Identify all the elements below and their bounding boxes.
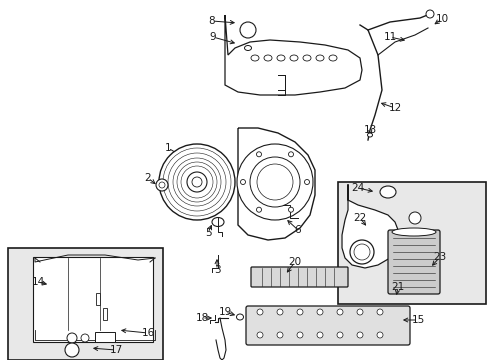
Text: 19: 19 <box>218 307 231 317</box>
Circle shape <box>67 333 77 343</box>
PathPatch shape <box>224 15 361 95</box>
Ellipse shape <box>244 45 251 50</box>
Circle shape <box>336 332 342 338</box>
Text: 5: 5 <box>204 228 211 238</box>
Text: 17: 17 <box>109 345 122 355</box>
Bar <box>337 182 485 304</box>
Ellipse shape <box>236 314 243 320</box>
Circle shape <box>288 207 293 212</box>
Circle shape <box>256 207 261 212</box>
Text: 9: 9 <box>209 32 216 42</box>
Text: 11: 11 <box>383 32 396 42</box>
Text: 16: 16 <box>141 328 154 338</box>
FancyBboxPatch shape <box>245 306 409 345</box>
Circle shape <box>257 332 263 338</box>
Ellipse shape <box>367 133 372 137</box>
Text: 24: 24 <box>351 183 364 193</box>
Text: 13: 13 <box>363 125 376 135</box>
Circle shape <box>159 144 235 220</box>
FancyBboxPatch shape <box>387 230 439 294</box>
PathPatch shape <box>238 128 314 240</box>
Bar <box>95 332 115 342</box>
Ellipse shape <box>250 55 259 61</box>
Bar <box>8 248 163 360</box>
Text: 1: 1 <box>164 143 171 153</box>
Circle shape <box>353 244 369 260</box>
Circle shape <box>264 172 285 192</box>
Circle shape <box>159 182 164 188</box>
Circle shape <box>65 343 79 357</box>
Circle shape <box>240 22 256 38</box>
Bar <box>33 257 153 342</box>
Text: 3: 3 <box>213 265 220 275</box>
Circle shape <box>296 332 303 338</box>
Circle shape <box>257 164 292 200</box>
FancyBboxPatch shape <box>250 267 347 287</box>
Text: 6: 6 <box>294 225 301 235</box>
Circle shape <box>356 332 362 338</box>
Ellipse shape <box>264 55 271 61</box>
Circle shape <box>408 212 420 224</box>
Text: 21: 21 <box>390 282 404 292</box>
Text: 23: 23 <box>432 252 446 262</box>
Circle shape <box>316 309 323 315</box>
Circle shape <box>304 180 309 184</box>
Text: 8: 8 <box>208 16 215 26</box>
Circle shape <box>256 152 261 157</box>
Ellipse shape <box>212 217 224 226</box>
Ellipse shape <box>276 55 285 61</box>
Text: 18: 18 <box>195 313 208 323</box>
Ellipse shape <box>328 55 336 61</box>
Circle shape <box>186 172 206 192</box>
Circle shape <box>192 177 202 187</box>
Circle shape <box>336 309 342 315</box>
Circle shape <box>240 180 245 184</box>
Ellipse shape <box>379 186 395 198</box>
Circle shape <box>276 309 283 315</box>
Text: 4: 4 <box>256 180 263 190</box>
Circle shape <box>425 10 433 18</box>
Ellipse shape <box>315 55 324 61</box>
Text: 20: 20 <box>288 257 301 267</box>
Text: 14: 14 <box>31 277 44 287</box>
Circle shape <box>356 309 362 315</box>
Circle shape <box>249 157 299 207</box>
Ellipse shape <box>391 228 435 236</box>
Circle shape <box>288 152 293 157</box>
Text: 7: 7 <box>281 207 288 217</box>
Circle shape <box>81 334 89 342</box>
Circle shape <box>276 332 283 338</box>
Bar <box>96 293 100 305</box>
Bar <box>103 308 107 320</box>
Text: 10: 10 <box>434 14 447 24</box>
Circle shape <box>349 240 373 264</box>
Ellipse shape <box>289 55 297 61</box>
Circle shape <box>316 332 323 338</box>
Circle shape <box>156 179 168 191</box>
Text: 15: 15 <box>410 315 424 325</box>
Ellipse shape <box>303 55 310 61</box>
Circle shape <box>296 309 303 315</box>
Circle shape <box>237 144 312 220</box>
Text: 2: 2 <box>144 173 151 183</box>
Text: 12: 12 <box>387 103 401 113</box>
Circle shape <box>376 309 382 315</box>
Circle shape <box>257 309 263 315</box>
Polygon shape <box>341 185 399 268</box>
Circle shape <box>376 332 382 338</box>
Text: 22: 22 <box>353 213 366 223</box>
